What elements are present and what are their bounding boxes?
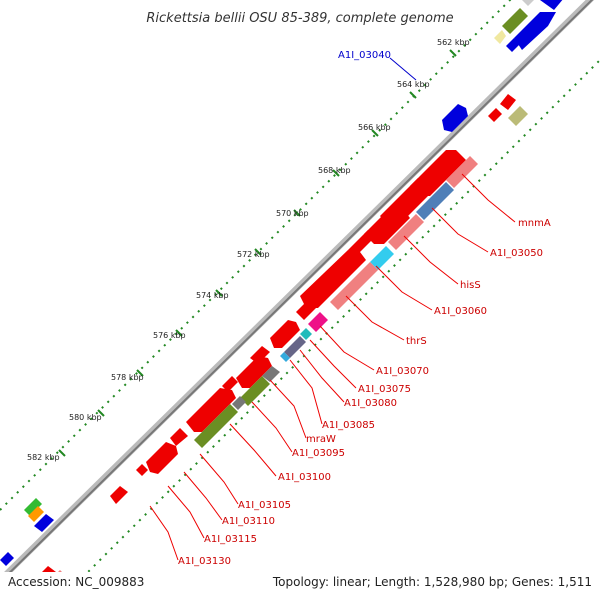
tick-label: 574 kbp: [196, 291, 229, 300]
gene-arrow[interactable]: [186, 388, 236, 432]
tick-label: 570 kbp: [276, 209, 309, 218]
topology-text: Topology: linear; Length: 1,528,980 bp; …: [272, 575, 592, 589]
tick-label: 580 kbp: [69, 413, 102, 422]
gene-label[interactable]: A1I_03070: [376, 366, 429, 377]
gene-arrow[interactable]: [146, 442, 178, 474]
feature-box[interactable]: [446, 156, 478, 188]
tick-label: 582 kbp: [27, 453, 60, 462]
tick-label: 564 kbp: [397, 80, 430, 89]
gene-label[interactable]: A1I_03130: [178, 556, 231, 567]
gene-arrow[interactable]: [34, 514, 54, 532]
gene-arrow[interactable]: [136, 464, 148, 476]
gene-label[interactable]: hisS: [460, 280, 481, 291]
feature-box[interactable]: [262, 366, 280, 382]
gene-arrow[interactable]: [364, 208, 410, 244]
reverse-genes: [0, 0, 574, 566]
feature-box[interactable]: [508, 106, 528, 126]
gene-arrow[interactable]: [488, 108, 502, 122]
gene-arrow[interactable]: [540, 0, 574, 10]
feature-box[interactable]: [494, 30, 506, 44]
gene-label[interactable]: A1I_03080: [344, 398, 397, 409]
gene-arrow[interactable]: [348, 230, 376, 254]
gene-label[interactable]: A1I_03085: [322, 420, 375, 431]
tick-label: 578 kbp: [111, 373, 144, 382]
gene-arrow[interactable]: [236, 356, 272, 388]
feature-box[interactable]: [370, 246, 394, 270]
gene-arrow[interactable]: [110, 486, 128, 504]
tick-label: 566 kbp: [358, 123, 391, 132]
gene-label[interactable]: A1I_03100: [278, 472, 331, 483]
map-title: Rickettsia bellii OSU 85-389, complete g…: [146, 11, 453, 26]
forward-genes: [36, 94, 516, 584]
gene-arrow[interactable]: [170, 428, 188, 446]
outer-major-ticks: [58, 49, 457, 457]
gene-label[interactable]: A1I_03115: [204, 534, 257, 545]
gene-arrow[interactable]: [270, 320, 300, 348]
gene-arrow[interactable]: [506, 38, 520, 52]
accession-text: Accession: NC_009883: [8, 575, 144, 589]
gene-label[interactable]: A1I_03105: [238, 500, 291, 511]
feature-box[interactable]: [280, 352, 290, 362]
gene-label[interactable]: A1I_03095: [292, 448, 345, 459]
tick-label: 562 kbp: [437, 38, 470, 47]
gene-label[interactable]: A1I_03075: [358, 384, 411, 395]
tick-label: 576 kbp: [153, 331, 186, 340]
feature-box[interactable]: [28, 506, 44, 522]
gene-arrow[interactable]: [296, 298, 318, 320]
gene-label[interactable]: thrS: [406, 336, 427, 347]
gene-label[interactable]: A1I_03050: [490, 248, 543, 259]
gene-label[interactable]: A1I_03110: [222, 516, 275, 527]
tick-label: 568 kbp: [318, 166, 351, 175]
feature-box[interactable]: [502, 8, 528, 34]
gene-label[interactable]: mnmA: [518, 218, 551, 229]
tick-labels: 562 kbp 564 kbp 566 kbp 568 kbp 570 kbp …: [27, 38, 470, 462]
feature-box[interactable]: [194, 404, 238, 448]
gene-arrow[interactable]: [442, 104, 468, 132]
feature-box[interactable]: [240, 376, 270, 406]
feature-box[interactable]: [284, 336, 306, 358]
tick-label: 572 kbp: [237, 250, 270, 259]
footer-background: [0, 572, 600, 600]
outer-tick-ring: [0, 0, 512, 511]
leader-lines: [149, 173, 516, 561]
gene-label[interactable]: A1I_03040: [338, 50, 391, 61]
inner-tick-ring: [59, 58, 600, 600]
gene-arrow[interactable]: [222, 376, 238, 392]
gene-label[interactable]: A1I_03060: [434, 306, 487, 317]
gene-arrow[interactable]: [500, 94, 516, 110]
feature-box[interactable]: [24, 498, 42, 516]
gene-label[interactable]: mraW: [306, 434, 336, 445]
feature-box[interactable]: [330, 262, 378, 310]
feature-box[interactable]: [232, 396, 246, 410]
gene-arrow[interactable]: [0, 552, 14, 566]
feature-track: [24, 0, 542, 590]
feature-box[interactable]: [308, 312, 328, 332]
gene-arrow[interactable]: [514, 12, 556, 50]
leader-line-blue: [389, 57, 417, 81]
gene-arrow[interactable]: [300, 250, 366, 308]
feature-box[interactable]: [520, 0, 542, 6]
feature-box[interactable]: [388, 214, 424, 250]
feature-box[interactable]: [300, 328, 312, 340]
gene-labels: A1I_03040 mnmA A1I_03050 hisS A1I_03060 …: [178, 50, 551, 567]
feature-box[interactable]: [416, 182, 454, 220]
